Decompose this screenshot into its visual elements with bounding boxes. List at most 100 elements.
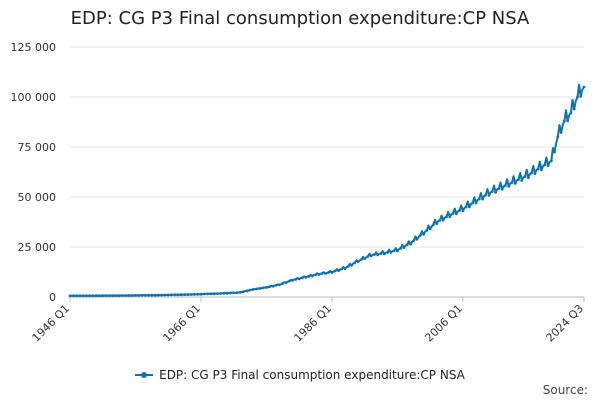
data-point[interactable]	[389, 251, 393, 254]
data-point[interactable]	[346, 264, 350, 268]
data-point[interactable]	[304, 276, 308, 279]
data-point[interactable]	[98, 294, 101, 298]
data-point[interactable]	[422, 232, 425, 236]
data-point[interactable]	[255, 287, 258, 291]
data-point[interactable]	[576, 95, 579, 99]
data-point[interactable]	[333, 269, 337, 273]
data-point[interactable]	[271, 284, 275, 288]
data-point[interactable]	[157, 293, 160, 297]
data-point[interactable]	[248, 288, 252, 292]
data-point[interactable]	[314, 273, 317, 277]
data-point[interactable]	[288, 279, 291, 283]
data-point[interactable]	[382, 252, 386, 256]
data-point[interactable]	[405, 243, 409, 247]
data-point[interactable]	[379, 252, 383, 255]
data-point[interactable]	[219, 292, 223, 295]
data-point[interactable]	[533, 172, 537, 176]
data-point[interactable]	[392, 249, 396, 253]
data-point[interactable]	[107, 294, 111, 297]
data-point[interactable]	[140, 293, 144, 297]
data-point[interactable]	[153, 293, 157, 297]
data-point[interactable]	[451, 212, 455, 215]
data-point[interactable]	[468, 205, 471, 209]
data-point[interactable]	[238, 291, 242, 294]
data-point[interactable]	[497, 187, 501, 190]
data-point[interactable]	[435, 222, 439, 226]
data-point[interactable]	[366, 255, 370, 258]
data-point[interactable]	[536, 167, 540, 171]
data-point[interactable]	[425, 228, 429, 232]
data-point[interactable]	[114, 294, 118, 297]
data-point[interactable]	[242, 290, 245, 293]
data-point[interactable]	[553, 150, 556, 154]
data-point[interactable]	[104, 294, 108, 297]
data-point[interactable]	[166, 293, 170, 297]
data-point[interactable]	[363, 257, 366, 261]
data-point[interactable]	[274, 283, 278, 287]
data-point[interactable]	[94, 294, 98, 298]
data-point[interactable]	[91, 294, 95, 298]
data-point[interactable]	[582, 85, 586, 89]
data-point[interactable]	[199, 292, 203, 296]
data-point[interactable]	[507, 185, 511, 188]
legend-item[interactable]: EDP: CG P3 Final consumption expenditure…	[135, 368, 465, 382]
data-point[interactable]	[402, 246, 406, 250]
data-point[interactable]	[474, 201, 478, 205]
data-point[interactable]	[350, 263, 353, 267]
data-point[interactable]	[464, 205, 468, 209]
data-point[interactable]	[170, 293, 173, 297]
data-point[interactable]	[441, 218, 445, 222]
series-line[interactable]	[70, 83, 585, 297]
data-point[interactable]	[448, 215, 452, 219]
data-point[interactable]	[268, 285, 272, 289]
data-point[interactable]	[520, 179, 524, 182]
data-point[interactable]	[301, 276, 304, 280]
data-point[interactable]	[317, 273, 321, 276]
data-point[interactable]	[137, 294, 141, 297]
data-point[interactable]	[127, 294, 131, 297]
data-point[interactable]	[353, 261, 357, 265]
data-point[interactable]	[297, 277, 301, 281]
data-point[interactable]	[258, 287, 262, 290]
data-point[interactable]	[438, 218, 442, 222]
data-point[interactable]	[399, 246, 403, 250]
data-point[interactable]	[461, 209, 465, 213]
data-point[interactable]	[225, 291, 229, 295]
data-point[interactable]	[563, 119, 566, 123]
data-point[interactable]	[193, 293, 196, 296]
data-point[interactable]	[71, 294, 75, 298]
data-point[interactable]	[471, 201, 475, 205]
data-point[interactable]	[229, 291, 232, 295]
data-point[interactable]	[566, 119, 569, 123]
data-point[interactable]	[386, 250, 389, 254]
data-point[interactable]	[556, 135, 560, 139]
data-point[interactable]	[291, 279, 294, 282]
data-point[interactable]	[215, 292, 219, 295]
data-point[interactable]	[458, 209, 461, 212]
data-point[interactable]	[111, 294, 114, 297]
data-point[interactable]	[232, 291, 236, 295]
data-point[interactable]	[540, 168, 543, 172]
data-point[interactable]	[510, 181, 514, 184]
data-point[interactable]	[176, 293, 180, 297]
data-point[interactable]	[75, 294, 78, 298]
data-point[interactable]	[130, 294, 134, 297]
data-point[interactable]	[559, 131, 563, 134]
data-point[interactable]	[376, 253, 380, 257]
data-point[interactable]	[101, 294, 105, 298]
data-point[interactable]	[68, 294, 72, 298]
data-point[interactable]	[222, 291, 226, 295]
data-point[interactable]	[481, 197, 484, 201]
data-point[interactable]	[320, 272, 324, 275]
data-point[interactable]	[160, 293, 164, 297]
data-point[interactable]	[500, 187, 504, 191]
data-point[interactable]	[235, 291, 239, 294]
source-label[interactable]: Source:	[542, 383, 588, 397]
data-point[interactable]	[143, 293, 147, 297]
data-point[interactable]	[310, 274, 314, 278]
data-point[interactable]	[121, 294, 124, 297]
data-point[interactable]	[579, 94, 583, 98]
data-point[interactable]	[360, 258, 363, 261]
data-point[interactable]	[477, 197, 481, 201]
data-point[interactable]	[517, 178, 520, 181]
